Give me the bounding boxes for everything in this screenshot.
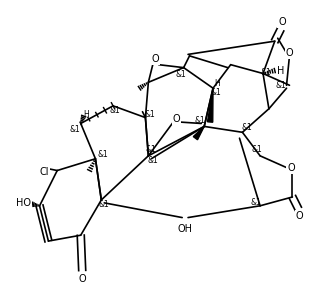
Text: H: H (277, 66, 284, 76)
Text: HO: HO (16, 198, 31, 208)
Text: &1: &1 (175, 71, 186, 79)
Text: H: H (214, 79, 220, 88)
Text: &1: &1 (195, 116, 205, 125)
Text: &1: &1 (241, 123, 252, 132)
Text: O: O (78, 274, 86, 284)
Text: Cl: Cl (39, 167, 49, 177)
Text: O: O (286, 48, 293, 58)
Text: &1: &1 (144, 110, 155, 119)
Text: O: O (287, 163, 295, 173)
Text: O: O (278, 17, 286, 27)
Text: &1: &1 (147, 156, 158, 165)
Text: O: O (173, 114, 180, 124)
Text: &1: &1 (275, 81, 286, 90)
Text: &1: &1 (261, 68, 271, 76)
Text: &1: &1 (69, 125, 80, 134)
Text: H: H (84, 110, 90, 119)
Text: &1: &1 (252, 146, 263, 154)
Text: &1: &1 (109, 106, 120, 115)
Polygon shape (193, 126, 204, 140)
Polygon shape (208, 88, 213, 122)
Text: &1: &1 (210, 88, 221, 97)
Text: O: O (296, 211, 303, 221)
Text: &1: &1 (250, 198, 261, 207)
Text: OH: OH (178, 224, 193, 234)
Text: &1: &1 (97, 150, 108, 159)
Text: &1: &1 (99, 200, 110, 209)
Text: O: O (152, 54, 159, 64)
Text: &1: &1 (146, 146, 157, 154)
